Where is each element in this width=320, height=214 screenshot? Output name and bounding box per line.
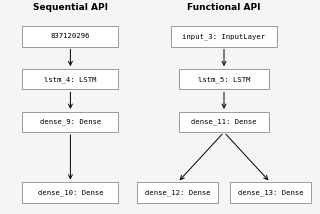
Text: dense_10: Dense: dense_10: Dense <box>37 189 103 196</box>
Text: lstm_5: LSTM: lstm_5: LSTM <box>198 76 250 83</box>
FancyBboxPatch shape <box>22 112 118 132</box>
FancyBboxPatch shape <box>171 26 277 47</box>
FancyBboxPatch shape <box>179 112 269 132</box>
Text: dense_13: Dense: dense_13: Dense <box>237 189 303 196</box>
FancyBboxPatch shape <box>22 26 118 47</box>
Text: Functional API: Functional API <box>187 3 261 12</box>
Text: input_3: InputLayer: input_3: InputLayer <box>182 33 266 40</box>
FancyBboxPatch shape <box>230 182 311 203</box>
Text: dense_9: Dense: dense_9: Dense <box>40 119 101 125</box>
FancyBboxPatch shape <box>22 69 118 89</box>
Text: dense_12: Dense: dense_12: Dense <box>145 189 211 196</box>
FancyBboxPatch shape <box>137 182 219 203</box>
FancyBboxPatch shape <box>179 69 269 89</box>
FancyBboxPatch shape <box>22 182 118 203</box>
Text: dense_11: Dense: dense_11: Dense <box>191 119 257 125</box>
Text: Sequential API: Sequential API <box>33 3 108 12</box>
Text: lstm_4: LSTM: lstm_4: LSTM <box>44 76 97 83</box>
Text: 837120296: 837120296 <box>51 33 90 39</box>
